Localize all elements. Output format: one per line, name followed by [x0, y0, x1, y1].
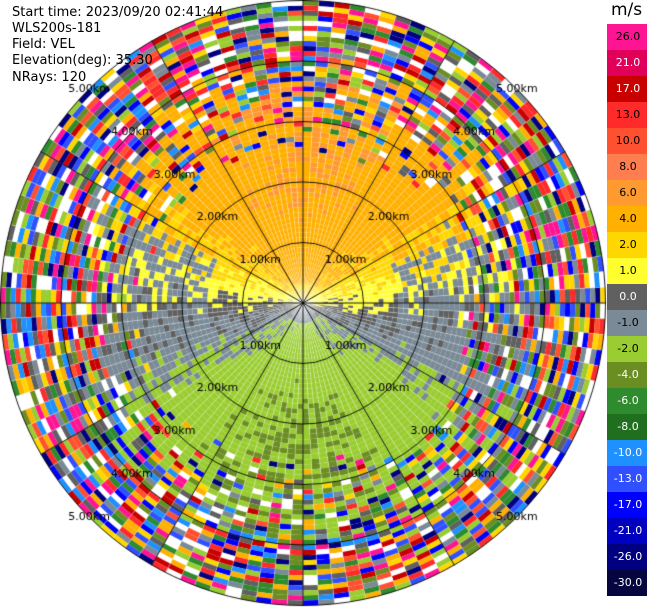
field-label: Field: VEL: [12, 37, 75, 52]
colorbar-segment: [607, 362, 647, 388]
colorbar-tick-label: -21.0: [613, 524, 643, 537]
colorbar-segment: [607, 310, 647, 336]
colorbar-segment: [607, 180, 647, 206]
nrays-label: NRays: 120: [12, 70, 87, 85]
colorbar-tick-label: 17.0: [615, 82, 641, 95]
colorbar-tick-label: -30.0: [613, 576, 643, 589]
ppi-velocity-plot: [0, 0, 607, 607]
colorbar-segment: [607, 570, 647, 596]
colorbar-segment: [607, 258, 647, 284]
colorbar-tick-label: 10.0: [615, 134, 641, 147]
colorbar-tick-label: 8.0: [619, 160, 637, 173]
colorbar-segment: [607, 414, 647, 440]
colorbar-tick-label: -10.0: [613, 446, 643, 459]
colorbar-segment: [607, 76, 647, 102]
colorbar-segment: [607, 102, 647, 128]
colorbar-tick-label: 1.0: [619, 264, 637, 277]
colorbar-segment: [607, 50, 647, 76]
colorbar-segment: [607, 492, 647, 518]
colorbar-tick-label: -8.0: [617, 420, 639, 433]
colorbar-segment: [607, 544, 647, 570]
colorbar-tick-label: 13.0: [615, 108, 641, 121]
colorbar-segment: [607, 440, 647, 466]
colorbar-tick-label: 0.0: [619, 290, 637, 303]
colorbar-units: m/s: [611, 0, 643, 20]
colorbar-tick-label: -4.0: [617, 368, 639, 381]
colorbar-segment: [607, 518, 647, 544]
colorbar-tick-label: -1.0: [617, 316, 639, 329]
colorbar-segment: [607, 232, 647, 258]
colorbar-tick-label: 2.0: [619, 238, 637, 251]
start-time-label: Start time: 2023/09/20 02:41:44: [12, 5, 224, 20]
colorbar-tick-label: -26.0: [613, 550, 643, 563]
colorbar-segment: [607, 154, 647, 180]
colorbar-tick-label: -17.0: [613, 498, 643, 511]
colorbar-tick-label: -2.0: [617, 342, 639, 355]
instrument-label: WLS200s-181: [12, 21, 102, 36]
colorbar-segment: [607, 206, 647, 232]
colorbar-tick-label: 21.0: [615, 56, 641, 69]
colorbar-tick-label: 26.0: [615, 30, 641, 43]
colorbar-segment: [607, 284, 647, 310]
colorbar-tick-label: 6.0: [619, 186, 637, 199]
colorbar-tick-label: -6.0: [617, 394, 639, 407]
colorbar-segment: [607, 388, 647, 414]
colorbar-segment: [607, 336, 647, 362]
colorbar: 26.0 21.0 17.0 13.0 10.0 8.0 6.0 4.0 2.0 1.0 0.0 -1…: [607, 24, 647, 596]
colorbar-tick-label: 4.0: [619, 212, 637, 225]
colorbar-segment: [607, 466, 647, 492]
colorbar-segment: [607, 24, 647, 50]
colorbar-segment: [607, 128, 647, 154]
elevation-label: Elevation(deg): 35.30: [12, 53, 153, 68]
colorbar-tick-label: -13.0: [613, 472, 643, 485]
